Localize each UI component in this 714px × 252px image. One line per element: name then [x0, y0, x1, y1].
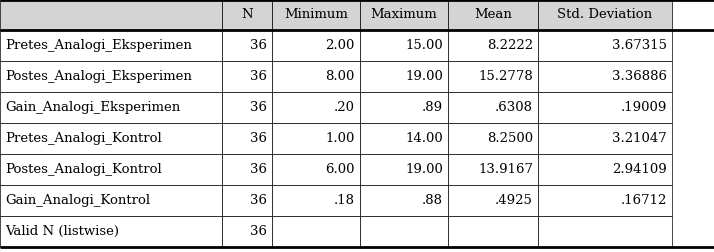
Bar	[538, 92, 672, 123]
Bar	[448, 185, 538, 216]
Bar	[0, 185, 222, 216]
Text: Minimum: Minimum	[284, 9, 348, 21]
Text: .89: .89	[422, 101, 443, 114]
Text: Mean: Mean	[474, 9, 512, 21]
Bar	[448, 123, 538, 154]
Text: 36: 36	[250, 39, 267, 52]
Bar	[360, 92, 448, 123]
Bar	[360, 30, 448, 61]
Text: .4925: .4925	[495, 194, 533, 207]
Text: 36: 36	[250, 194, 267, 207]
Text: 3.21047: 3.21047	[612, 132, 667, 145]
Text: Pretes_Analogi_Eksperimen: Pretes_Analogi_Eksperimen	[5, 39, 192, 52]
Text: 1.00: 1.00	[326, 132, 355, 145]
Bar	[538, 30, 672, 61]
Text: 15.2778: 15.2778	[478, 70, 533, 83]
Bar	[272, 0, 360, 30]
Bar	[0, 123, 222, 154]
Bar	[272, 92, 360, 123]
Bar	[448, 0, 538, 30]
Text: 8.2500: 8.2500	[487, 132, 533, 145]
Text: .6308: .6308	[495, 101, 533, 114]
Text: .19009: .19009	[620, 101, 667, 114]
Bar	[272, 61, 360, 92]
Bar	[360, 185, 448, 216]
Text: Maximum: Maximum	[371, 9, 438, 21]
Text: 19.00: 19.00	[405, 70, 443, 83]
Text: Gain_Analogi_Eksperimen: Gain_Analogi_Eksperimen	[5, 101, 180, 114]
Bar	[448, 154, 538, 185]
Bar	[448, 92, 538, 123]
Bar	[538, 185, 672, 216]
Text: 2.94109: 2.94109	[612, 163, 667, 176]
Bar	[222, 30, 272, 61]
Bar	[272, 216, 360, 247]
Text: Std. Deviation: Std. Deviation	[558, 9, 653, 21]
Text: Postes_Analogi_Kontrol: Postes_Analogi_Kontrol	[5, 163, 162, 176]
Text: 19.00: 19.00	[405, 163, 443, 176]
Bar	[0, 0, 222, 30]
Bar	[360, 154, 448, 185]
Bar	[222, 216, 272, 247]
Bar	[222, 61, 272, 92]
Bar	[222, 0, 272, 30]
Text: 8.2222: 8.2222	[487, 39, 533, 52]
Bar	[222, 123, 272, 154]
Bar	[538, 216, 672, 247]
Text: Pretes_Analogi_Kontrol: Pretes_Analogi_Kontrol	[5, 132, 162, 145]
Text: 36: 36	[250, 101, 267, 114]
Bar	[538, 154, 672, 185]
Bar	[360, 0, 448, 30]
Bar	[272, 185, 360, 216]
Bar	[0, 216, 222, 247]
Bar	[538, 61, 672, 92]
Text: Valid N (listwise): Valid N (listwise)	[5, 225, 119, 238]
Bar	[272, 154, 360, 185]
Text: 3.36886: 3.36886	[612, 70, 667, 83]
Text: N: N	[241, 9, 253, 21]
Text: 36: 36	[250, 132, 267, 145]
Bar	[0, 154, 222, 185]
Bar	[222, 92, 272, 123]
Bar	[0, 61, 222, 92]
Bar	[272, 30, 360, 61]
Bar	[448, 61, 538, 92]
Bar	[448, 216, 538, 247]
Text: 36: 36	[250, 163, 267, 176]
Text: 36: 36	[250, 70, 267, 83]
Text: 3.67315: 3.67315	[612, 39, 667, 52]
Text: Postes_Analogi_Eksperimen: Postes_Analogi_Eksperimen	[5, 70, 192, 83]
Bar	[0, 30, 222, 61]
Text: 6.00: 6.00	[326, 163, 355, 176]
Bar	[222, 185, 272, 216]
Bar	[360, 123, 448, 154]
Text: .20: .20	[334, 101, 355, 114]
Bar	[272, 123, 360, 154]
Text: .88: .88	[422, 194, 443, 207]
Text: .16712: .16712	[620, 194, 667, 207]
Text: Gain_Analogi_Kontrol: Gain_Analogi_Kontrol	[5, 194, 150, 207]
Text: 13.9167: 13.9167	[478, 163, 533, 176]
Text: 14.00: 14.00	[406, 132, 443, 145]
Bar	[538, 123, 672, 154]
Bar	[538, 0, 672, 30]
Text: 15.00: 15.00	[406, 39, 443, 52]
Bar	[360, 61, 448, 92]
Bar	[0, 92, 222, 123]
Text: 8.00: 8.00	[326, 70, 355, 83]
Bar	[448, 30, 538, 61]
Text: 2.00: 2.00	[326, 39, 355, 52]
Text: .18: .18	[334, 194, 355, 207]
Bar	[360, 216, 448, 247]
Bar	[222, 154, 272, 185]
Text: 36: 36	[250, 225, 267, 238]
